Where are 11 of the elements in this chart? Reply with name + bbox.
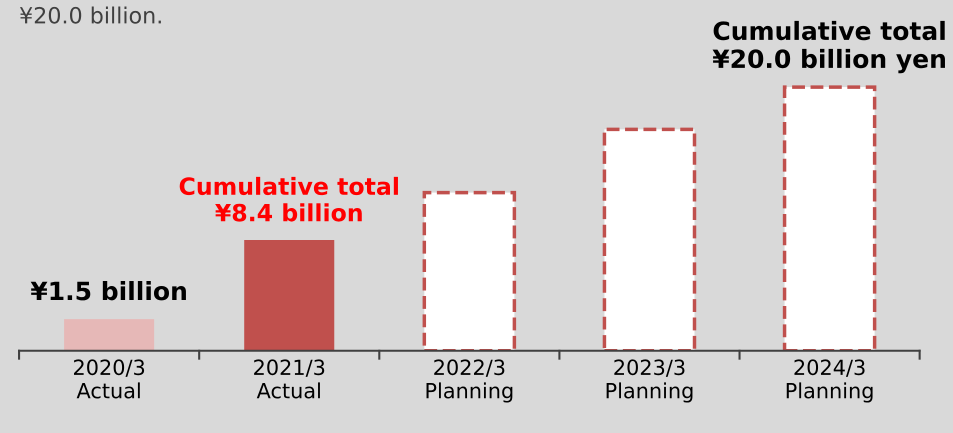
bar: [244, 240, 334, 351]
x-tick-label: 2021/3 Actual: [254, 359, 324, 399]
annotation: Cumulative total ¥20.0 billion yen: [712, 20, 945, 74]
x-tick-label: 2022/3 Planning: [426, 359, 512, 403]
text: ¥20.0 billion.: [20, 6, 161, 24]
x-tick-label: 2020/3 Actual: [74, 359, 144, 399]
bar: [64, 319, 154, 351]
annotation: Cumulative total ¥8.4 billion: [180, 176, 398, 222]
annotation: ¥1.5 billion: [30, 281, 186, 300]
x-tick-label: 2024/3 Planning: [786, 359, 873, 403]
x-tick-label: 2023/3 Planning: [606, 359, 692, 403]
